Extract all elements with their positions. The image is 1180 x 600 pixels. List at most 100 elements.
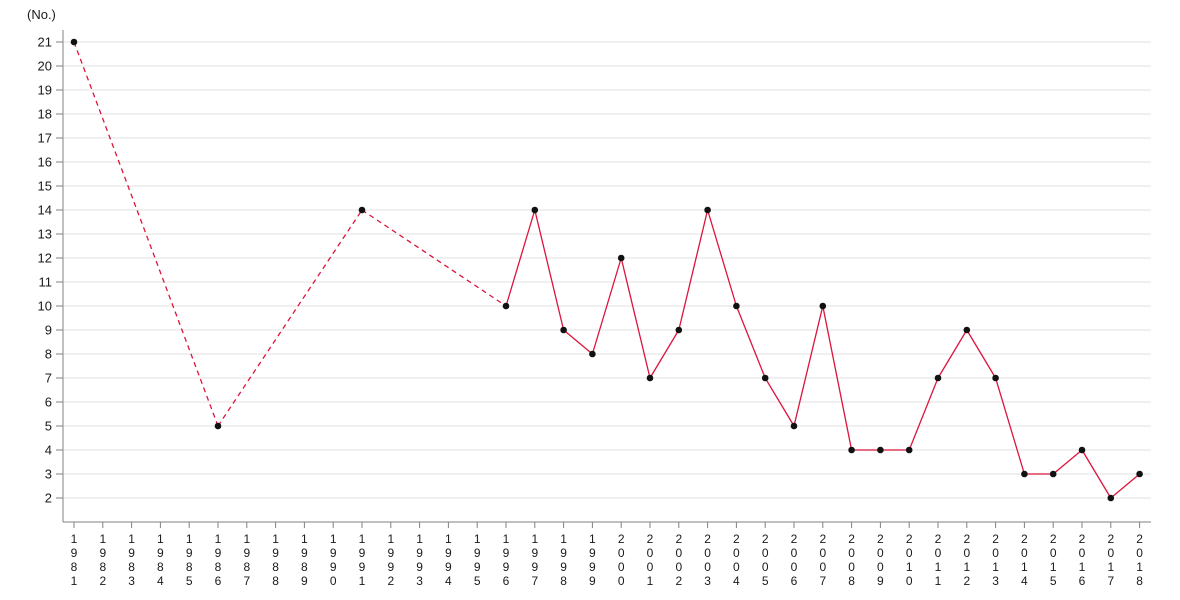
x-tick-label: 8 [1136, 574, 1143, 588]
x-tick-label: 6 [791, 574, 798, 588]
x-tick-label: 8 [71, 560, 78, 574]
x-tick-label: 1 [560, 532, 567, 546]
x-tick-label: 8 [99, 560, 106, 574]
x-tick-label: 0 [675, 560, 682, 574]
x-tick-label: 2 [647, 532, 654, 546]
y-tick-label: 20 [38, 59, 52, 74]
x-tick-label: 2 [906, 532, 913, 546]
x-tick-label: 9 [445, 560, 452, 574]
y-tick-label: 12 [38, 251, 52, 266]
y-tick-label: 10 [38, 299, 52, 314]
x-tick-label: 8 [272, 574, 279, 588]
x-tick-label: 1 [243, 532, 250, 546]
x-tick-label: 9 [531, 546, 538, 560]
x-tick-label: 9 [186, 546, 193, 560]
x-tick-label: 1 [1136, 560, 1143, 574]
x-tick-label: 1 [906, 560, 913, 574]
x-tick-label: 0 [330, 574, 337, 588]
x-tick-label: 0 [906, 574, 913, 588]
x-tick-label: 0 [618, 560, 625, 574]
x-tick-label: 8 [157, 560, 164, 574]
x-tick-label: 9 [589, 546, 596, 560]
data-point-marker [905, 446, 913, 454]
x-tick-label: 2 [675, 574, 682, 588]
series-segment [764, 377, 795, 427]
x-tick-label: 7 [819, 574, 826, 588]
x-tick-label: 0 [762, 546, 769, 560]
x-tick-label: 9 [71, 546, 78, 560]
x-tick-label: 4 [445, 574, 452, 588]
x-tick-label: 5 [186, 574, 193, 588]
x-tick-label: 7 [531, 574, 538, 588]
x-tick-label: 0 [877, 546, 884, 560]
x-tick-label: 3 [416, 574, 423, 588]
x-tick-label: 9 [474, 560, 481, 574]
x-tick-label: 2 [618, 532, 625, 546]
y-tick-label: 11 [39, 275, 53, 290]
x-tick-label: 3 [992, 574, 999, 588]
y-tick-label: 17 [38, 131, 52, 146]
x-tick-label: 1 [128, 532, 135, 546]
data-point-marker [761, 374, 769, 382]
series-segment [1110, 473, 1141, 499]
x-tick-label: 0 [1079, 546, 1086, 560]
x-tick-label: 0 [848, 560, 855, 574]
data-point-marker [1107, 494, 1115, 502]
x-tick-label: 9 [330, 546, 337, 560]
x-tick-label: 0 [1107, 546, 1114, 560]
x-tick-label: 0 [618, 574, 625, 588]
x-tick-label: 9 [416, 546, 423, 560]
y-tick-label: 13 [38, 227, 52, 242]
x-tick-label: 9 [330, 560, 337, 574]
series-segment [937, 329, 968, 379]
x-tick-label: 0 [675, 546, 682, 560]
x-tick-label: 1 [99, 532, 106, 546]
series-segment [822, 305, 853, 451]
x-tick-label: 1 [387, 532, 394, 546]
x-tick-label: 1 [531, 532, 538, 546]
x-tick-label: 1 [186, 532, 193, 546]
series-segment [678, 209, 709, 331]
data-point-marker [848, 446, 855, 454]
x-tick-label: 0 [1050, 546, 1057, 560]
series-segment [994, 377, 1026, 475]
x-tick-label: 1 [359, 532, 366, 546]
x-tick-label: 2 [733, 532, 740, 546]
x-tick-label: 0 [906, 546, 913, 560]
x-tick-label: 0 [1136, 546, 1143, 560]
data-point-marker [560, 326, 567, 334]
x-tick-label: 1 [647, 574, 654, 588]
x-tick-label: 0 [704, 546, 711, 560]
x-tick-label: 1 [992, 560, 999, 574]
x-tick-label: 9 [589, 574, 596, 588]
x-tick-label: 8 [128, 560, 135, 574]
x-tick-label: 2 [848, 532, 855, 546]
x-tick-label: 1 [445, 532, 452, 546]
x-tick-label: 0 [963, 546, 970, 560]
x-tick-label: 9 [301, 574, 308, 588]
x-tick-label: 9 [387, 546, 394, 560]
x-tick-label: 0 [877, 560, 884, 574]
x-tick-label: 2 [1107, 532, 1114, 546]
x-tick-label: 5 [1050, 574, 1057, 588]
data-point-marker [1049, 470, 1057, 478]
x-tick-label: 8 [272, 560, 279, 574]
x-tick-label: 9 [272, 546, 279, 560]
x-tick-label: 1 [301, 532, 308, 546]
data-point-marker [358, 206, 366, 214]
data-point-marker [531, 206, 539, 214]
x-tick-label: 9 [503, 546, 510, 560]
x-tick-label: 9 [503, 560, 510, 574]
x-tick-label: 8 [848, 574, 855, 588]
y-tick-label: 9 [45, 323, 52, 338]
data-point-marker [1136, 470, 1143, 478]
x-tick-label: 0 [733, 560, 740, 574]
y-tick-label: 15 [38, 179, 52, 194]
y-tick-label: 5 [45, 419, 52, 434]
x-tick-label: 9 [387, 560, 394, 574]
x-tick-label: 2 [675, 532, 682, 546]
data-point-marker [214, 422, 222, 430]
series-segment [735, 305, 766, 379]
